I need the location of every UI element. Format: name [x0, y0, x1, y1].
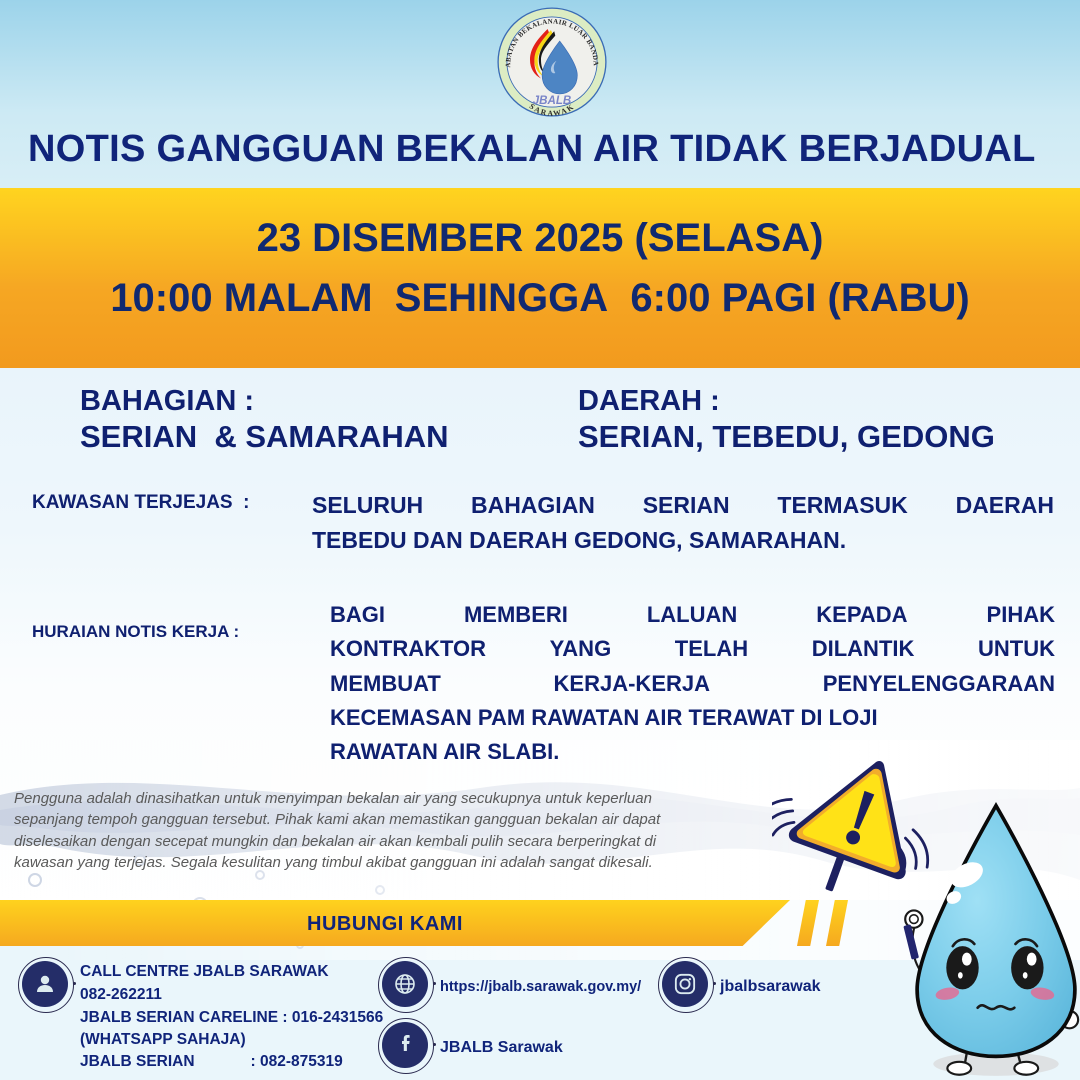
svg-text:JBALB: JBALB: [533, 95, 572, 107]
